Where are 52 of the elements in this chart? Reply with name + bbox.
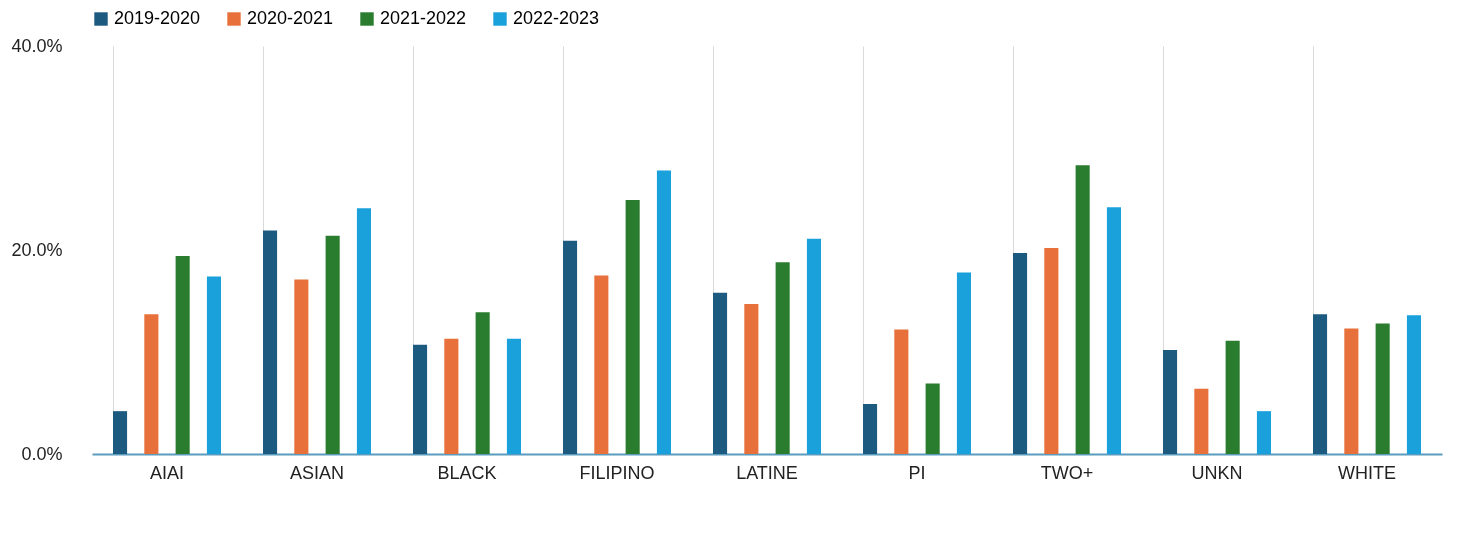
bar [1344, 328, 1359, 454]
x-tick-label: FILIPINO [579, 462, 655, 483]
legend-label: 2020-2021 [247, 8, 334, 28]
legend-label: 2021-2022 [380, 8, 467, 28]
bar [1194, 388, 1209, 454]
bar [625, 200, 640, 454]
x-tick-label: PI [908, 462, 926, 483]
x-tick-label: UNKN [1191, 462, 1243, 483]
legend-label: 2019-2020 [114, 8, 201, 28]
bar [1013, 253, 1028, 454]
bar [1044, 247, 1059, 454]
bar [206, 276, 221, 454]
bar [894, 329, 909, 454]
x-tick-label: ASIAN [289, 462, 345, 483]
bar [444, 338, 459, 454]
bar [775, 262, 790, 454]
bar [1313, 314, 1328, 454]
bar [1106, 207, 1121, 454]
bar [925, 383, 940, 454]
bar [263, 230, 278, 454]
x-tick-label: BLACK [437, 462, 497, 483]
bar [594, 275, 609, 454]
bar [294, 279, 309, 454]
x-tick-label: TWO+ [1040, 462, 1094, 483]
bar [1225, 340, 1240, 454]
bar [563, 240, 578, 454]
bar [956, 272, 971, 454]
bar [1406, 315, 1421, 454]
bar [744, 304, 759, 454]
bar [144, 314, 159, 454]
bar [1375, 323, 1390, 454]
bar [175, 256, 190, 454]
bar [475, 312, 490, 454]
y-tick-label: 0.0% [21, 443, 63, 464]
bar [506, 338, 521, 454]
y-tick-label: 20.0% [11, 239, 63, 260]
bar [806, 238, 821, 454]
legend-label: 2022-2023 [513, 8, 600, 28]
bar [1256, 411, 1271, 454]
x-tick-label: AIAI [149, 462, 185, 483]
bar [413, 344, 428, 454]
bar [656, 170, 671, 454]
bar [356, 208, 371, 454]
bar [863, 404, 878, 454]
bar [325, 235, 340, 454]
bar [713, 292, 728, 454]
bar [1163, 349, 1178, 454]
bar [113, 411, 128, 454]
y-tick-label: 40.0% [11, 35, 63, 56]
bar [1075, 165, 1090, 454]
x-tick-label: WHITE [1338, 462, 1396, 483]
x-tick-label: LATINE [736, 462, 798, 483]
